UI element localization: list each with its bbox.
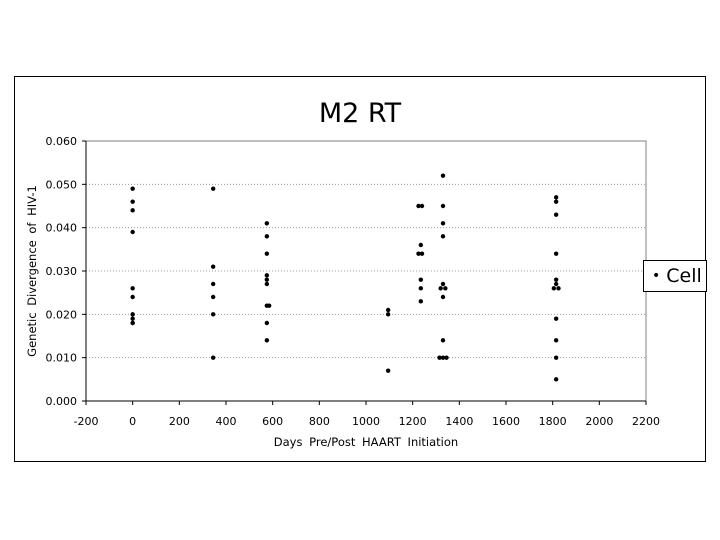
y-axis-label: Genetic Divergence of HIV-1 [25, 185, 39, 357]
grid-lines [86, 183, 646, 359]
y-tick-label: 0.060 [46, 135, 78, 148]
data-point [440, 221, 446, 226]
x-tick-label: 1800 [539, 415, 567, 428]
x-tick-label: 1400 [445, 415, 473, 428]
data-point [437, 355, 442, 360]
chart-title: M2 RT [319, 98, 402, 129]
data-point [553, 377, 559, 382]
data-point [440, 234, 446, 239]
data-point [130, 208, 135, 213]
data-point [443, 286, 448, 291]
data-point [264, 234, 270, 239]
data-point [551, 286, 557, 291]
data-point [130, 294, 135, 300]
data-point [418, 286, 424, 291]
data-points [130, 173, 561, 382]
data-point [553, 277, 559, 282]
x-tick-label: 800 [309, 415, 330, 428]
x-tick-label: 400 [216, 415, 237, 428]
data-point [440, 281, 446, 287]
data-point [418, 242, 424, 248]
data-point [553, 199, 559, 204]
data-point [440, 338, 446, 343]
x-tick-label: 1000 [352, 415, 380, 428]
data-point [385, 368, 391, 373]
data-point [553, 212, 559, 217]
data-point [130, 316, 135, 321]
data-point [553, 355, 559, 360]
x-axis-label: Days Pre/Post HAART Initiation [274, 435, 458, 449]
legend: • Cell [643, 260, 707, 292]
data-point [419, 203, 425, 209]
y-tick-label: 0.000 [46, 395, 78, 408]
y-tick-label: 0.010 [46, 352, 78, 365]
x-tick-label: 2200 [632, 415, 660, 428]
y-tick-label: 0.030 [46, 265, 78, 278]
data-point [385, 307, 391, 313]
data-point [419, 251, 425, 256]
data-point [264, 338, 270, 343]
y-tick-label: 0.040 [46, 222, 78, 235]
tick-labels: 0.000 0.010 0.020 0.030 0.040 0.050 0.060 -200 0… [46, 135, 661, 428]
data-point [210, 281, 216, 287]
data-point [130, 312, 135, 317]
data-point [130, 229, 135, 235]
data-point [264, 251, 270, 256]
data-point [264, 277, 270, 282]
x-tick-label: 1600 [492, 415, 520, 428]
data-point [130, 286, 135, 291]
data-point [418, 277, 424, 282]
data-point [440, 203, 446, 209]
data-point [416, 203, 421, 209]
data-point [440, 355, 446, 360]
y-tick-label: 0.050 [46, 178, 78, 191]
data-point [556, 286, 561, 291]
data-point [553, 195, 559, 200]
data-point [210, 186, 216, 191]
data-point [130, 199, 135, 204]
y-tick-label: 0.020 [46, 308, 78, 321]
data-point [264, 281, 270, 287]
data-point [553, 316, 559, 321]
data-point [210, 294, 216, 300]
data-point [210, 355, 216, 360]
data-point [440, 173, 446, 178]
data-point [553, 338, 559, 343]
x-tick-label: -200 [74, 415, 99, 428]
data-point [385, 312, 391, 317]
data-point [210, 264, 216, 269]
x-tick-label: 600 [262, 415, 283, 428]
data-point [444, 355, 449, 360]
data-point [210, 312, 216, 317]
data-point [264, 221, 270, 226]
data-point [438, 286, 443, 291]
data-point [264, 273, 270, 278]
axes [82, 140, 647, 405]
x-tick-label: 1200 [399, 415, 427, 428]
legend-label: Cell [666, 265, 702, 287]
data-point [264, 320, 270, 326]
data-point [130, 320, 135, 326]
legend-marker: • [652, 268, 661, 284]
data-point [416, 251, 421, 256]
x-tick-label: 200 [169, 415, 190, 428]
data-point [418, 299, 424, 304]
x-tick-label: 2000 [585, 415, 613, 428]
data-point [130, 186, 135, 191]
data-point [266, 303, 272, 308]
data-point [553, 281, 559, 287]
data-point [553, 251, 559, 256]
x-tick-label: 0 [129, 415, 136, 428]
data-point [440, 294, 446, 300]
